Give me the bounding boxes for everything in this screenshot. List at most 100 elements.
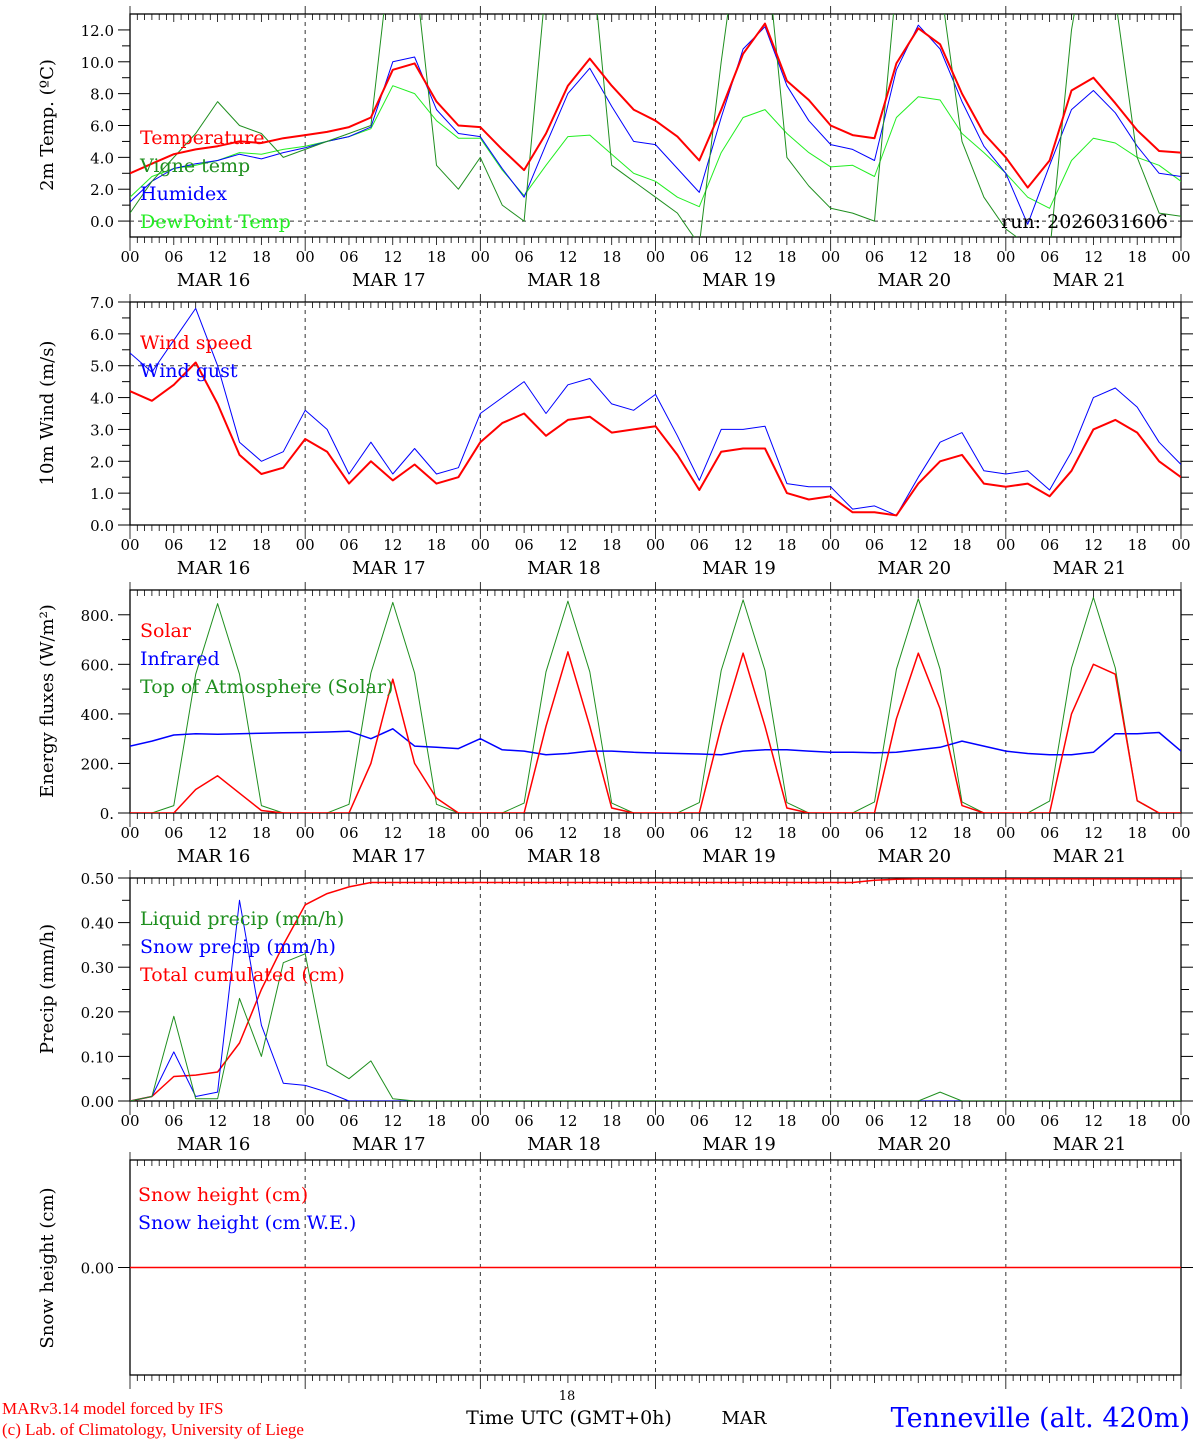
day-label: MAR 19 <box>702 846 776 867</box>
x-tick-label: 18 <box>602 248 621 266</box>
y-tick-label: 12.0 <box>81 22 114 40</box>
x-tick-label: 12 <box>734 824 753 842</box>
x-tick-label: 12 <box>1084 536 1103 554</box>
day-label: MAR 19 <box>702 558 776 579</box>
day-label: MAR 19 <box>702 270 776 291</box>
y-tick-label: 200. <box>81 755 114 773</box>
day-label: MAR 16 <box>177 1134 251 1155</box>
x-tick-label: 18 <box>777 536 796 554</box>
x-tick-label: 12 <box>734 248 753 266</box>
x-tick-label: 18 <box>1128 824 1147 842</box>
x-tick-label: 18 <box>427 248 446 266</box>
x-tick-label: 18 <box>252 536 271 554</box>
x-tick-label: 12 <box>1084 248 1103 266</box>
x-tick-label: 00 <box>296 248 315 266</box>
x-tick-label: 18 <box>952 248 971 266</box>
day-label: MAR 19 <box>702 1134 776 1155</box>
y-tick-label: 6.0 <box>90 118 114 136</box>
x-tick-label: 06 <box>690 536 709 554</box>
y-tick-label: 2.0 <box>90 181 114 199</box>
x-tick-label: 12 <box>208 248 227 266</box>
day-label: MAR 18 <box>527 270 601 291</box>
x-tick-label: 06 <box>515 536 534 554</box>
y-tick-label: 0.0 <box>90 213 114 231</box>
x-tick-label: 00 <box>646 1112 665 1130</box>
x-tick-label: 00 <box>821 824 840 842</box>
y-axis-label: Energy fluxes (W/m²) <box>37 604 58 798</box>
series-group <box>130 14 1181 237</box>
x-tick-label: 00 <box>120 248 139 266</box>
x-tick-label: 00 <box>120 536 139 554</box>
x-tick-label: 00 <box>1171 1112 1190 1130</box>
x-tick-label: 00 <box>1171 248 1190 266</box>
x-tick-label: 06 <box>339 824 358 842</box>
day-label: MAR 17 <box>352 1134 426 1155</box>
x-tick-label: 06 <box>164 536 183 554</box>
x-tick-label: 06 <box>339 248 358 266</box>
y-tick-label: 600. <box>81 656 114 674</box>
panel-2: 0.0 1.0 2.0 3.0 4.0 5.0 6.0 7.0 10m Wind (m/s) 00… <box>37 294 1193 579</box>
x-tick-label: 18 <box>777 248 796 266</box>
x-tick-label: 00 <box>996 1112 1015 1130</box>
day-label: MAR 18 <box>527 558 601 579</box>
x-tick-label: 00 <box>471 248 490 266</box>
y-tick-label: 0.00 <box>81 1093 114 1111</box>
x-tick-label: 18 <box>252 1112 271 1130</box>
day-label: MAR 21 <box>1053 270 1127 291</box>
x-tick-label: 18 <box>252 248 271 266</box>
panel-3: 0. 200. 400. 600. 800. Energy fluxes (W/m²) 00… <box>37 582 1193 867</box>
x-tick-label: 00 <box>821 1112 840 1130</box>
x-tick-label: 06 <box>1040 536 1059 554</box>
day-label: MAR 17 <box>352 846 426 867</box>
day-label: MAR 21 <box>1053 1134 1127 1155</box>
x-tick-label: 06 <box>164 248 183 266</box>
x-tick-label: 06 <box>1040 248 1059 266</box>
series-humidex <box>130 24 1181 225</box>
series-liquid-precip-mm-h <box>130 953 1181 1101</box>
x-tick-label: 18 <box>427 824 446 842</box>
x-tick-label: 12 <box>558 248 577 266</box>
x-tick-label: 06 <box>865 824 884 842</box>
x-tick-label: 12 <box>909 536 928 554</box>
day-label: MAR 18 <box>527 846 601 867</box>
y-tick-label: 0.30 <box>81 959 114 977</box>
series-snow-precip-mm-h <box>130 899 1181 1101</box>
x-tick-label: 00 <box>821 248 840 266</box>
y-tick-label: 4.0 <box>90 149 114 167</box>
x-tick-label: 18 <box>952 824 971 842</box>
x-tick-label: 12 <box>734 536 753 554</box>
day-label: MAR 20 <box>877 1134 951 1155</box>
x-tick-label: 00 <box>120 1112 139 1130</box>
x-tick-label: 18 <box>952 536 971 554</box>
x-tick-label: 06 <box>164 824 183 842</box>
day-label: MAR 16 <box>177 270 251 291</box>
x-tick-label: 00 <box>296 536 315 554</box>
y-tick-label: 0.40 <box>81 915 114 933</box>
day-label: MAR 18 <box>527 1134 601 1155</box>
x-tick-label: 12 <box>909 1112 928 1130</box>
series-group <box>130 596 1181 813</box>
series-temperature <box>130 22 1181 189</box>
series-wind-gust <box>130 307 1181 516</box>
y-tick-label: 0.10 <box>81 1048 114 1066</box>
day-label: MAR 16 <box>177 846 251 867</box>
x-tick-label: 06 <box>1040 824 1059 842</box>
x-tick-label: 18 <box>777 1112 796 1130</box>
panel-1: 0.0 2.0 4.0 6.0 8.0 10.0 12.0 2m Temp. (ºC) 00 06… <box>37 6 1193 291</box>
day-label: MAR 20 <box>877 846 951 867</box>
x-tick-label: 06 <box>515 248 534 266</box>
x-tick-label: 06 <box>690 248 709 266</box>
series-group <box>130 878 1181 1101</box>
y-tick-label: 0.00 <box>81 1260 114 1278</box>
x-tick-label: 00 <box>646 248 665 266</box>
x-tick-label: 06 <box>865 536 884 554</box>
x-tick-label: 12 <box>734 1112 753 1130</box>
x-tick-label: 06 <box>515 1112 534 1130</box>
y-axis-label: Snow height (cm) <box>37 1187 58 1348</box>
x-tick-label: 18 <box>427 1112 446 1130</box>
x-tick-label: 00 <box>296 824 315 842</box>
y-axis-label: 10m Wind (m/s) <box>37 341 58 486</box>
y-tick-label: 7.0 <box>90 294 114 312</box>
x-tick-label: 18 <box>602 536 621 554</box>
